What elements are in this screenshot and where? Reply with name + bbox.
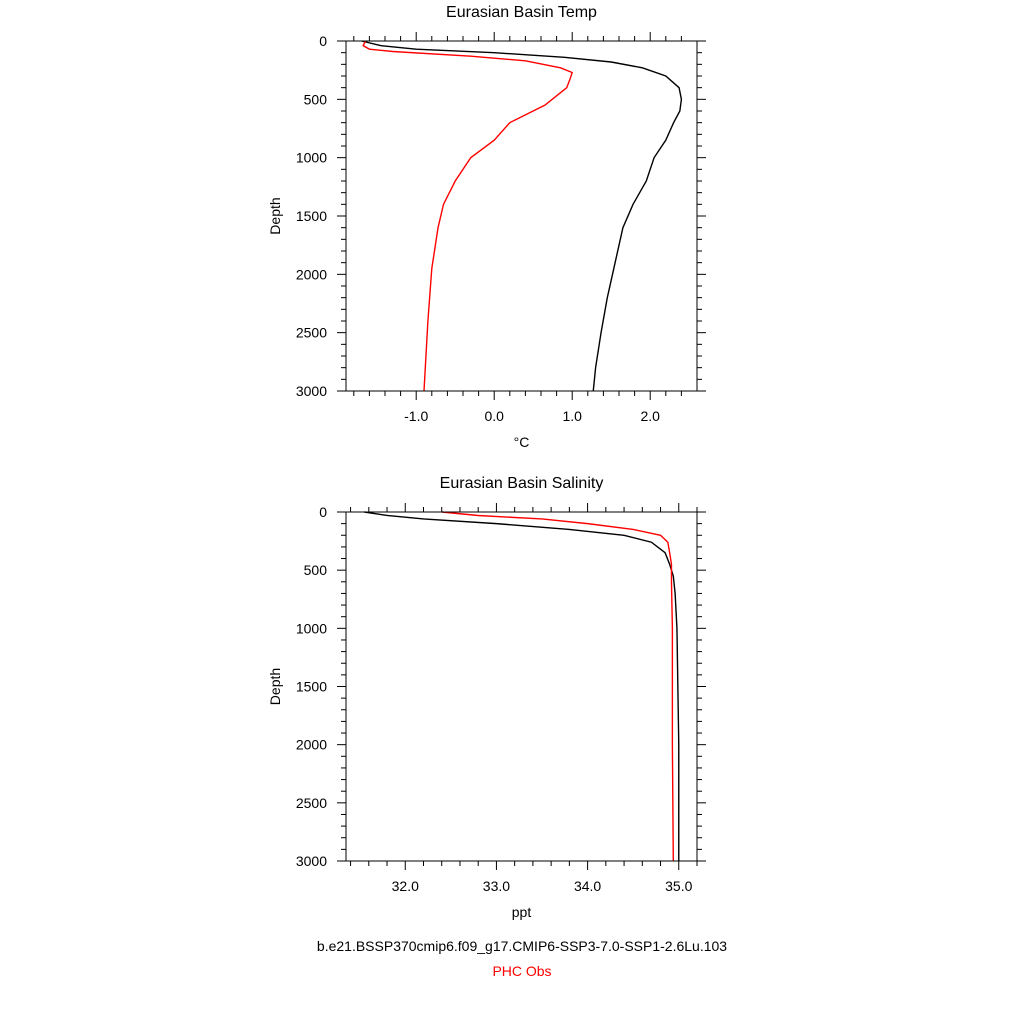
x-tick-label: 0.0 [484,408,504,424]
y-tick-label: 2500 [296,325,327,341]
legend-model-label: b.e21.BSSP370cmip6.f09_g17.CMIP6-SSP3-7.… [316,938,728,954]
plot-frame [345,511,698,862]
y-tick-label: 3000 [296,383,327,399]
x-axis-label: °C [514,434,530,450]
y-tick-label: 3000 [296,853,327,869]
y-tick-label: 0 [319,504,327,520]
series-line-model [364,511,680,861]
y-tick-label: 1500 [296,679,327,695]
x-tick-label: 32.0 [392,878,419,894]
y-tick-label: 1000 [296,150,327,166]
y-axis-label: Depth [267,668,283,705]
chart-title: Eurasian Basin Temp [446,4,597,21]
x-tick-label: 2.0 [640,408,660,424]
chart-1: Eurasian Basin Temp -1.0 0.0 1.0 2.0 0 500 1000… [267,4,706,450]
y-tick-label: 2000 [296,266,327,282]
y-axis-label: Depth [267,197,283,234]
x-axis-label: ppt [512,904,532,920]
series-line-phc-obs [362,40,574,392]
x-tick-label: -1.0 [404,408,428,424]
y-tick-label: 1500 [296,208,327,224]
y-tick-label: 1000 [296,620,327,636]
x-tick-label: 1.0 [562,408,582,424]
chart-2: Eurasian Basin Salinity 32.0 33.0 34.0 35.0 0… [267,475,706,920]
y-tick-label: 2000 [296,737,327,753]
y-tick-label: 2500 [296,795,327,811]
chart-title: Eurasian Basin Salinity [440,475,604,492]
series-line-model [361,40,683,392]
series-line-phc-obs [441,511,674,862]
x-tick-label: 33.0 [483,878,510,894]
x-tick-label: 34.0 [574,878,601,894]
y-tick-label: 500 [304,562,328,578]
legend-obs-label: PHC Obs [492,963,552,979]
y-tick-label: 500 [304,91,328,107]
x-tick-label: 35.0 [665,878,692,894]
plot-frame [345,40,698,392]
y-tick-label: 0 [319,33,327,49]
